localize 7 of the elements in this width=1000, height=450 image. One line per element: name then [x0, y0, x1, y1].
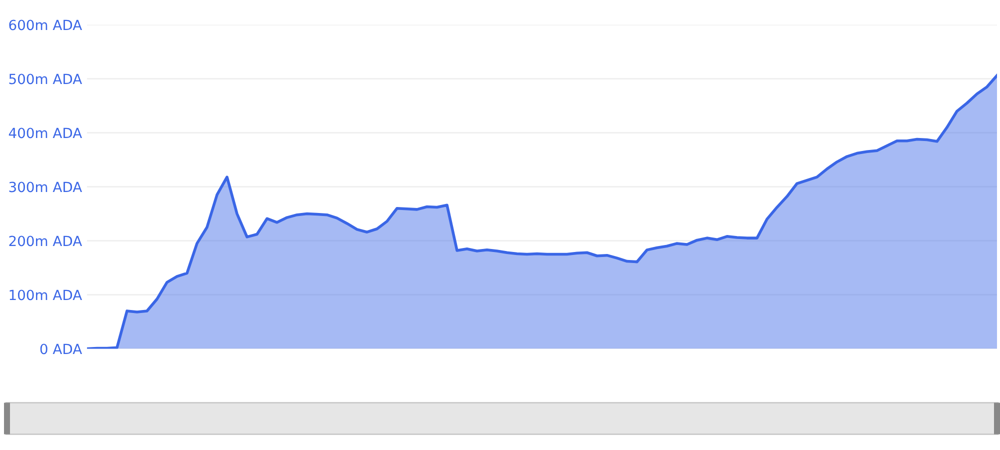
- y-tick-label: 500m ADA: [9, 74, 82, 84]
- y-tick-label: 200m ADA: [9, 236, 82, 246]
- y-tick-label: 0 ADA: [40, 344, 82, 354]
- y-tick-label: 600m ADA: [9, 20, 82, 30]
- y-tick-label: 100m ADA: [10, 290, 82, 300]
- y-tick-label: 300m ADA: [9, 182, 82, 192]
- y-tick-label: 400m ADA: [8, 128, 82, 138]
